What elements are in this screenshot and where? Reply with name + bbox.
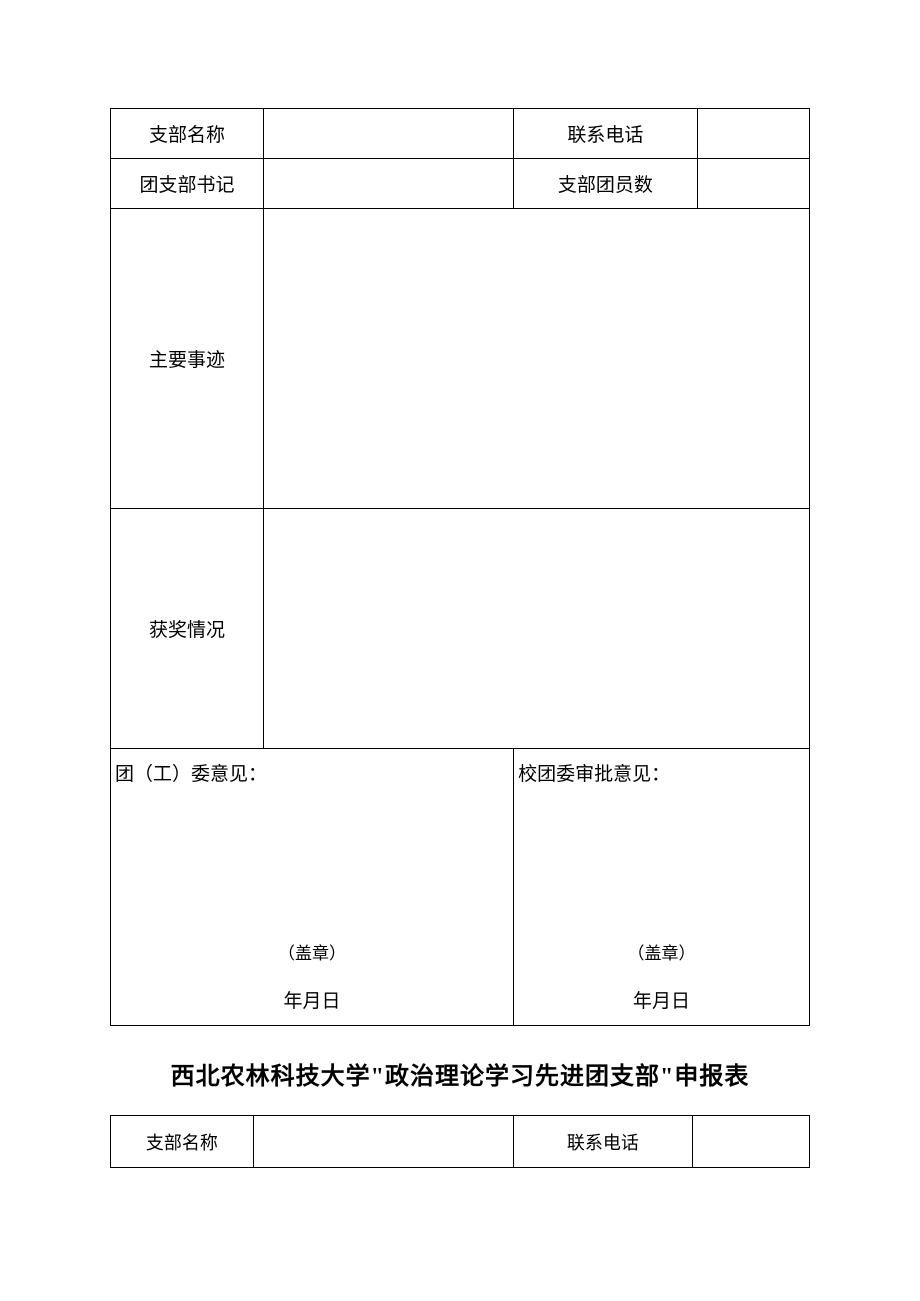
table-row: 团支部书记 支部团员数 [111, 159, 810, 209]
main-deeds-label: 主要事迹 [111, 209, 264, 509]
date-text: 年月日 [514, 986, 809, 1013]
branch-name-value [264, 109, 514, 159]
branch-name-label: 支部名称 [111, 109, 264, 159]
school-opinion-cell: 校团委审批意见： （盖章） 年月日 [514, 749, 810, 1026]
branch-name-value-2 [253, 1116, 513, 1168]
table-row: 支部名称 联系电话 [111, 109, 810, 159]
table-row: 团（工）委意见： （盖章） 年月日 校团委审批意见： （盖章） 年月日 [111, 749, 810, 1026]
member-count-value [697, 159, 809, 209]
table-row: 获奖情况 [111, 509, 810, 749]
contact-phone-value-2 [692, 1116, 809, 1168]
main-deeds-value [264, 209, 810, 509]
table-row: 主要事迹 [111, 209, 810, 509]
contact-phone-label-2: 联系电话 [514, 1116, 693, 1168]
member-count-label: 支部团员数 [514, 159, 698, 209]
date-text: 年月日 [111, 986, 513, 1013]
secretary-label: 团支部书记 [111, 159, 264, 209]
seal-text: （盖章） [111, 939, 513, 964]
seal-text: （盖章） [514, 939, 809, 964]
awards-value [264, 509, 810, 749]
committee-opinion-label: 团（工）委意见： [115, 759, 267, 786]
secretary-value [264, 159, 514, 209]
committee-opinion-cell: 团（工）委意见： （盖章） 年月日 [111, 749, 514, 1026]
school-opinion-footer: （盖章） 年月日 [514, 939, 809, 1013]
awards-label: 获奖情况 [111, 509, 264, 749]
table-row: 支部名称 联系电话 [111, 1116, 810, 1168]
branch-name-label-2: 支部名称 [111, 1116, 254, 1168]
contact-phone-label: 联系电话 [514, 109, 698, 159]
committee-opinion-footer: （盖章） 年月日 [111, 939, 513, 1013]
school-opinion-label: 校团委审批意见： [518, 759, 670, 786]
application-form-table-2: 支部名称 联系电话 [110, 1115, 810, 1168]
contact-phone-value [697, 109, 809, 159]
document-page: 支部名称 联系电话 团支部书记 支部团员数 主要事迹 获奖情况 团（工）委意见：… [0, 0, 920, 1168]
application-form-table-1: 支部名称 联系电话 团支部书记 支部团员数 主要事迹 获奖情况 团（工）委意见：… [110, 108, 810, 1026]
form-title-2: 西北农林科技大学"政治理论学习先进团支部"申报表 [110, 1056, 810, 1091]
